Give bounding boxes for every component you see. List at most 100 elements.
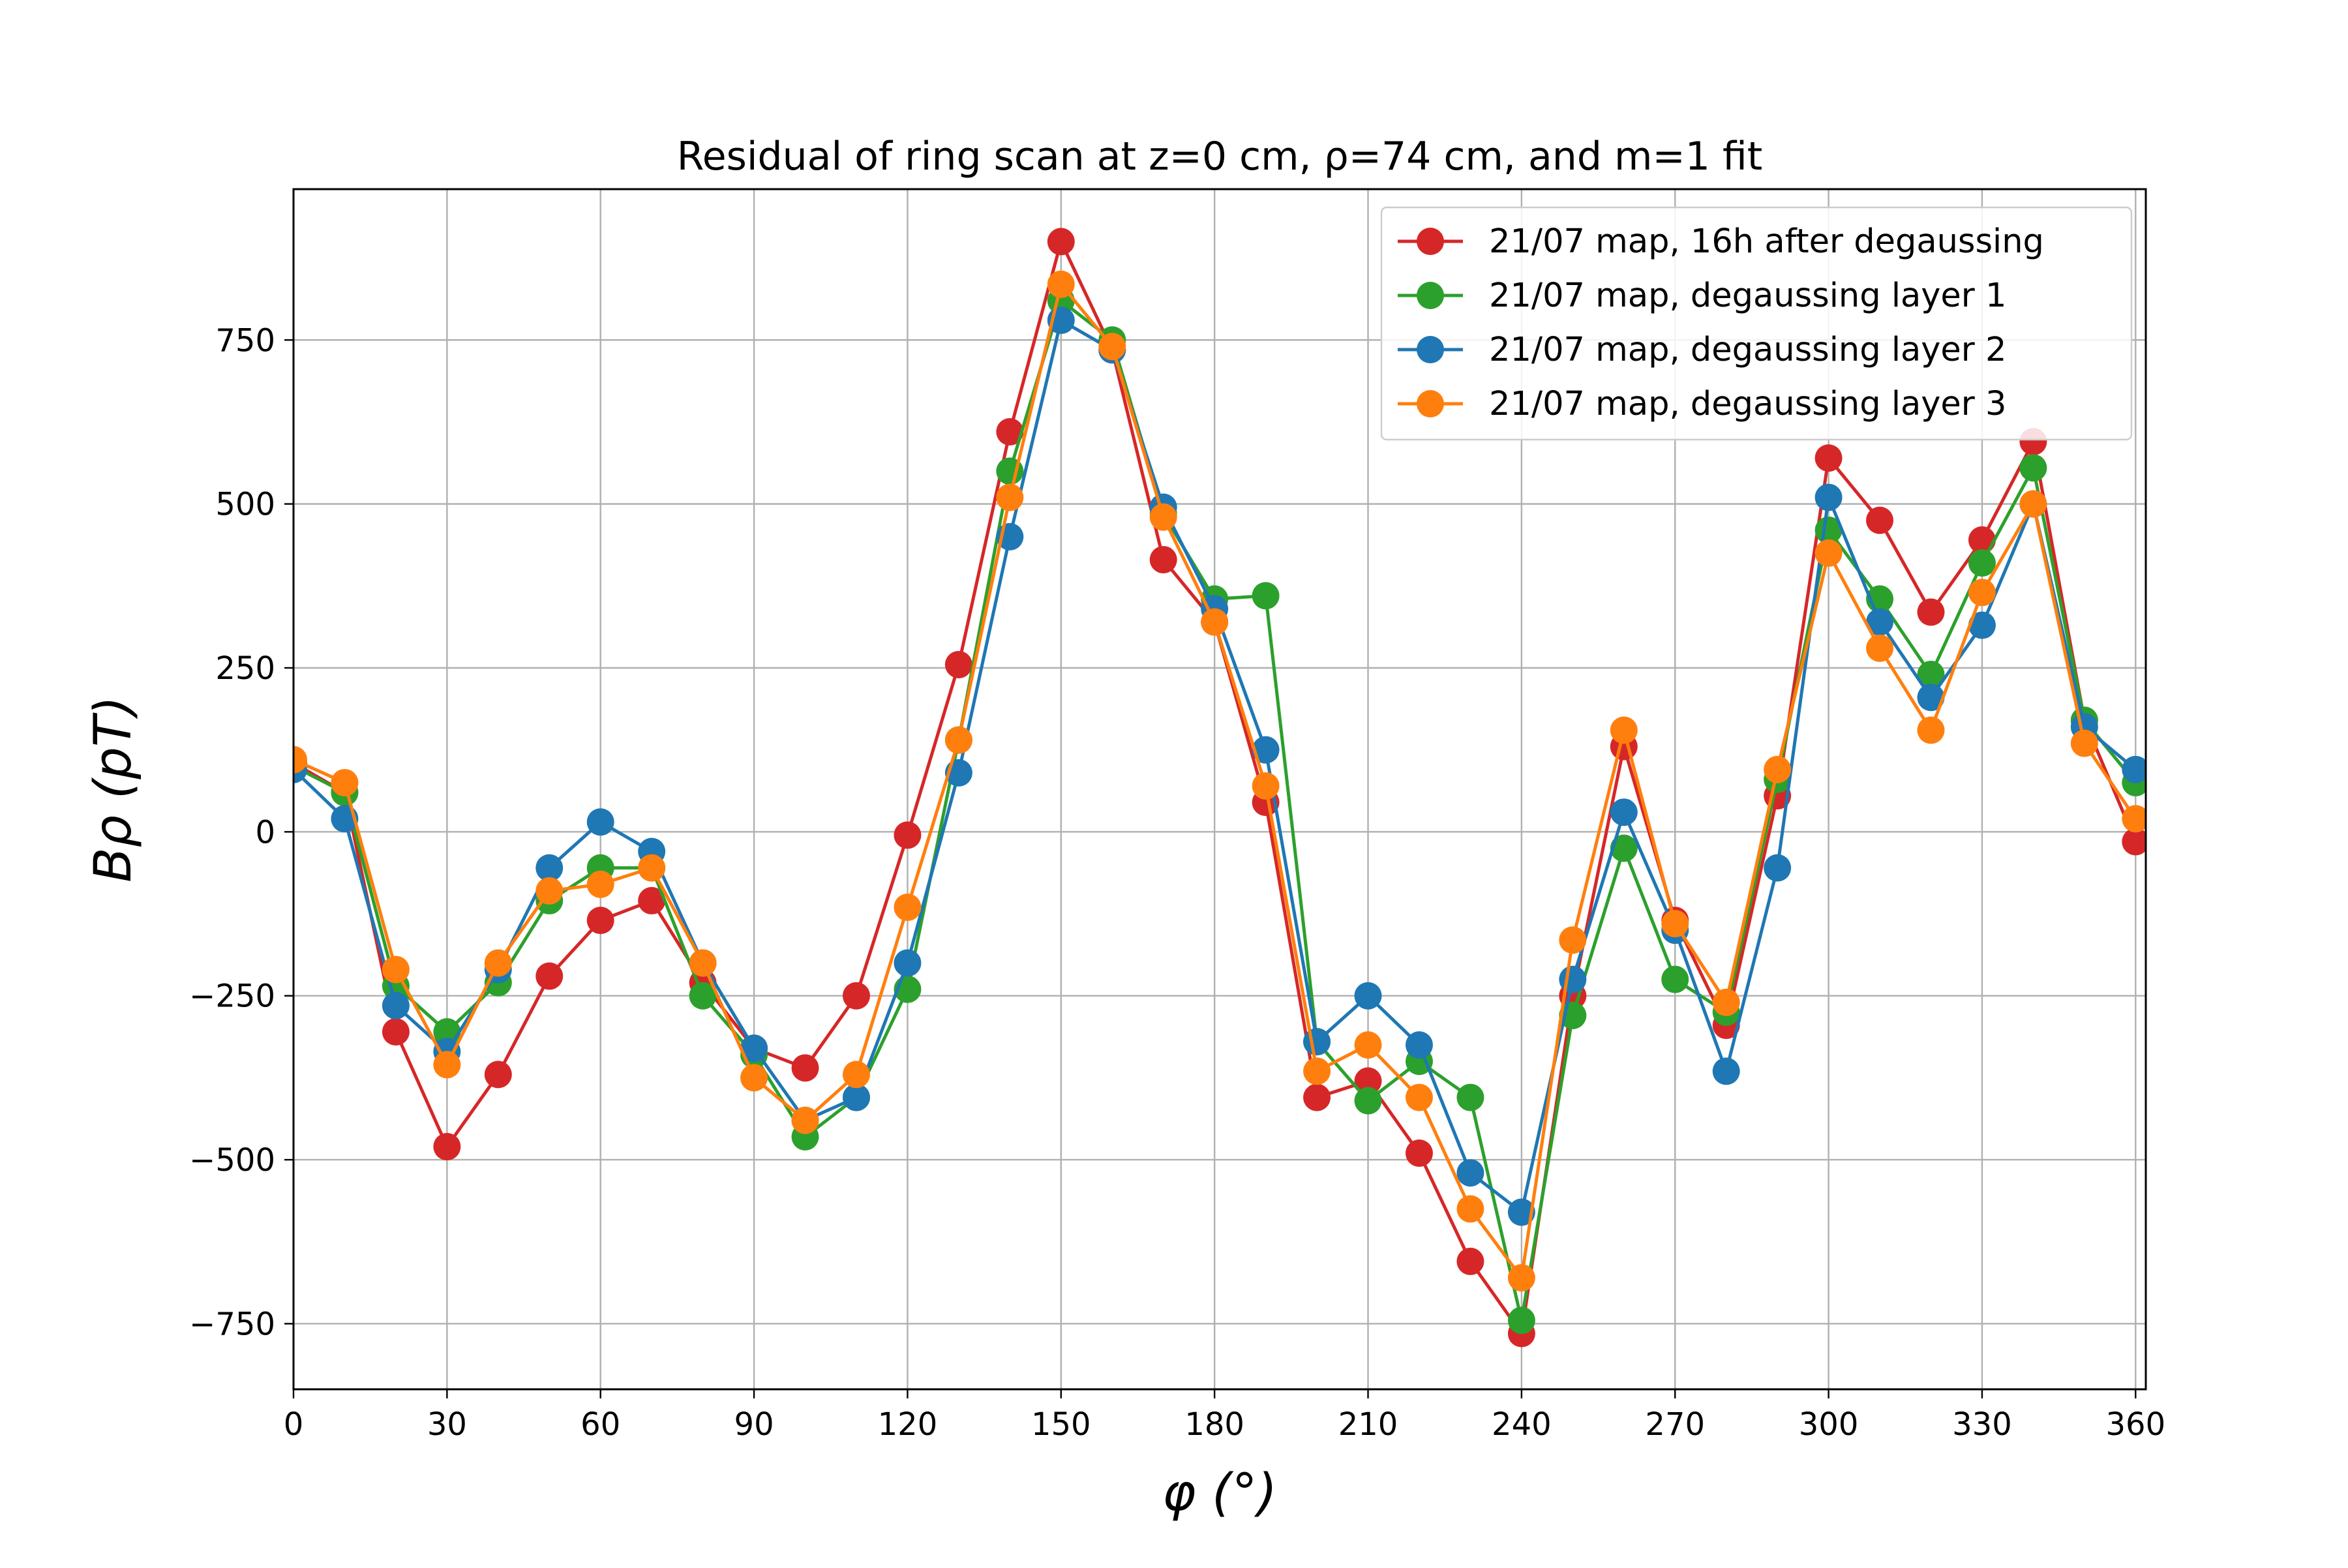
data-point [433, 1051, 461, 1079]
legend: 21/07 map, 16h after degaussing 21/07 map… [1380, 206, 2133, 441]
data-point [2122, 828, 2146, 856]
data-point [484, 949, 512, 977]
legend-label: 21/07 map, degaussing layer 1 [1489, 277, 2006, 315]
data-point [894, 949, 922, 977]
x-tick-label: 180 [1184, 1406, 1244, 1443]
data-point [1712, 1057, 1740, 1085]
legend-item: 21/07 map, degaussing layer 2 [1398, 331, 2006, 369]
legend-swatch-marker [1417, 282, 1444, 309]
data-point [1456, 1159, 1484, 1187]
legend-swatch-marker [1417, 390, 1444, 417]
y-tick-label: 250 [215, 650, 275, 687]
x-tick-label: 30 [427, 1406, 467, 1443]
data-point [1866, 608, 1894, 636]
data-point [842, 1083, 870, 1111]
data-point [740, 1064, 768, 1092]
y-tick-label: 500 [215, 487, 275, 523]
data-point [1814, 539, 1843, 567]
series-layer [294, 228, 2146, 1348]
data-point [1405, 1031, 1433, 1059]
y-tick-label: 750 [215, 322, 275, 359]
data-point [1968, 579, 1996, 607]
data-point [586, 808, 614, 836]
ticks-layer: 0 30 60 90 120 150 180 210 240 270 300 330 360 −750 −5… [189, 322, 2165, 1443]
data-point [1764, 755, 1792, 783]
data-point [535, 877, 564, 905]
data-point [1559, 926, 1587, 954]
data-point [894, 893, 922, 921]
series-4 [294, 270, 2146, 1292]
data-point [1354, 1087, 1382, 1115]
data-point [382, 1018, 410, 1046]
data-point [1661, 910, 1689, 938]
data-point [535, 854, 564, 882]
data-point [1661, 965, 1689, 993]
data-point [294, 746, 307, 774]
data-point [1866, 634, 1894, 662]
data-point [484, 1061, 512, 1089]
data-point [1968, 549, 1996, 577]
data-point [1252, 582, 1280, 610]
data-point [382, 956, 410, 984]
data-point [535, 962, 564, 990]
data-point [1764, 854, 1792, 882]
data-point [1456, 1247, 1484, 1275]
data-point [1149, 503, 1177, 531]
x-tick-label: 120 [878, 1406, 938, 1443]
data-point [382, 991, 410, 1019]
data-point [1712, 988, 1740, 1016]
x-tick-label: 150 [1031, 1406, 1091, 1443]
legend-item: 21/07 map, 16h after degaussing [1398, 222, 2044, 261]
data-point [1507, 1264, 1535, 1292]
data-point [586, 870, 614, 898]
data-point [944, 650, 972, 678]
legend-item: 21/07 map, degaussing layer 3 [1398, 385, 2006, 423]
data-point [1917, 684, 1945, 712]
data-point [791, 1106, 819, 1134]
data-point [1610, 798, 1638, 826]
data-point [894, 821, 922, 849]
data-point [1303, 1083, 1331, 1111]
data-point [1507, 1306, 1535, 1334]
data-point [2070, 729, 2098, 757]
data-point [842, 982, 870, 1010]
data-point [1354, 1031, 1382, 1059]
x-tick-label: 210 [1338, 1406, 1398, 1443]
data-point [1917, 716, 1945, 744]
data-point [1507, 1198, 1535, 1226]
data-point [1252, 772, 1280, 800]
y-tick-label: −250 [189, 978, 275, 1015]
x-tick-label: 330 [1952, 1406, 2012, 1443]
data-point [1610, 834, 1638, 862]
legend-swatch-marker [1417, 228, 1444, 255]
data-point [586, 907, 614, 935]
y-tick-label: −750 [189, 1306, 275, 1342]
x-tick-label: 240 [1492, 1406, 1552, 1443]
data-point [1047, 270, 1075, 298]
data-point [944, 726, 972, 754]
data-point [1354, 1067, 1382, 1095]
y-tick-label: 0 [255, 814, 275, 851]
data-point [689, 949, 717, 977]
data-point [1303, 1028, 1331, 1056]
data-point [791, 1054, 819, 1082]
legend-swatch-marker [1417, 336, 1444, 363]
data-point [996, 418, 1024, 446]
data-point [1252, 736, 1280, 764]
data-point [1456, 1195, 1484, 1223]
data-point [331, 768, 359, 796]
legend-item: 21/07 map, degaussing layer 1 [1398, 277, 2006, 315]
data-point [1405, 1083, 1433, 1111]
data-point [1456, 1083, 1484, 1111]
data-point [1917, 598, 1945, 626]
data-point [1559, 965, 1587, 993]
y-axis-label: Bρ (pT) [84, 696, 143, 882]
legend-label: 21/07 map, 16h after degaussing [1489, 222, 2044, 261]
x-axis-label: φ (°) [1162, 1464, 1277, 1522]
plot-frame [292, 188, 2147, 1391]
y-tick-label: −500 [189, 1142, 275, 1179]
data-point [1201, 608, 1229, 636]
data-point [638, 886, 666, 914]
